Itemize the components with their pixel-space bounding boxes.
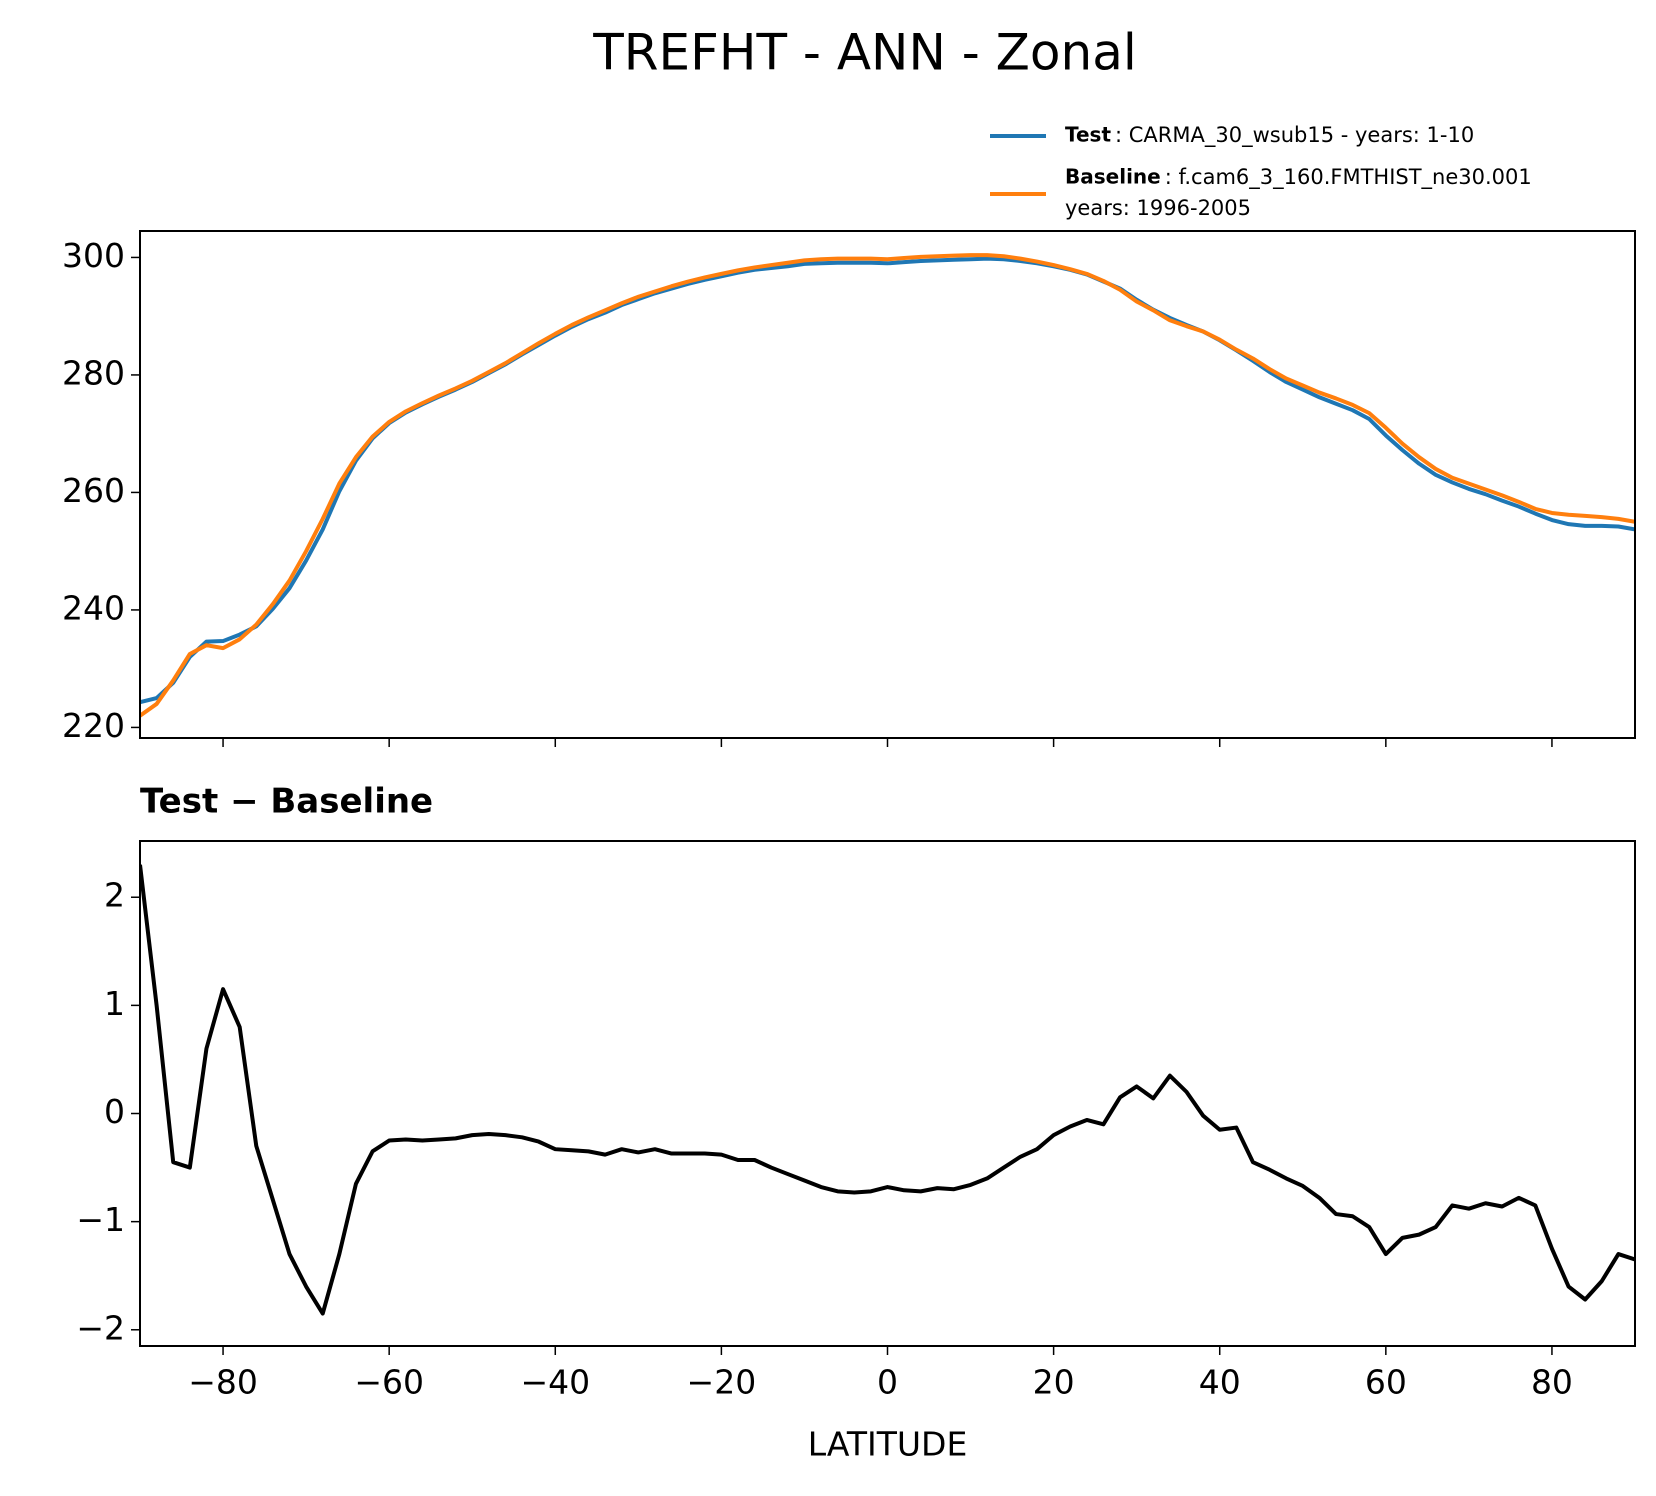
y-tick-label: 280: [62, 353, 125, 392]
legend-name: Test: [1065, 123, 1111, 147]
y-tick-label: −2: [76, 1308, 125, 1347]
y-tick-label: 0: [104, 1092, 125, 1131]
axes-frame: [139, 230, 1636, 739]
x-tick-label: 80: [1531, 1363, 1573, 1402]
panel-title: Test − Baseline: [140, 782, 433, 822]
y-tick-label: 2: [104, 876, 125, 915]
x-tick-label: 40: [1199, 1363, 1241, 1402]
x-tick-label: −40: [520, 1363, 590, 1402]
axes-frame: [139, 840, 1636, 1347]
y-tick-label: 1: [104, 984, 125, 1023]
legend-label: : CARMA_30_wsub15 - years: 1-10: [1115, 123, 1474, 148]
data-line: [140, 253, 1635, 718]
x-tick-label: 20: [1033, 1363, 1075, 1402]
legend-label: years: 1996-2005: [1065, 196, 1251, 220]
x-axis-label: LATITUDE: [808, 1425, 968, 1464]
x-tick-label: −60: [354, 1363, 424, 1402]
figure-title: TREFHT - ANN - Zonal: [592, 24, 1137, 82]
y-tick-label: 220: [62, 706, 125, 745]
x-tick-label: −80: [188, 1363, 258, 1402]
data-line: [140, 256, 1635, 705]
y-tick-label: 300: [62, 236, 125, 275]
y-tick-label: −1: [76, 1200, 125, 1239]
y-tick-label: 260: [62, 471, 125, 510]
x-tick-label: 0: [877, 1363, 898, 1402]
y-tick-label: 240: [62, 588, 125, 627]
x-tick-label: −20: [687, 1363, 757, 1402]
data-line: [140, 864, 1635, 1316]
x-tick-label: 60: [1365, 1363, 1407, 1402]
legend-label: : f.cam6_3_160.FMTHIST_ne30.001: [1165, 165, 1532, 190]
legend-name: Baseline: [1065, 165, 1161, 189]
